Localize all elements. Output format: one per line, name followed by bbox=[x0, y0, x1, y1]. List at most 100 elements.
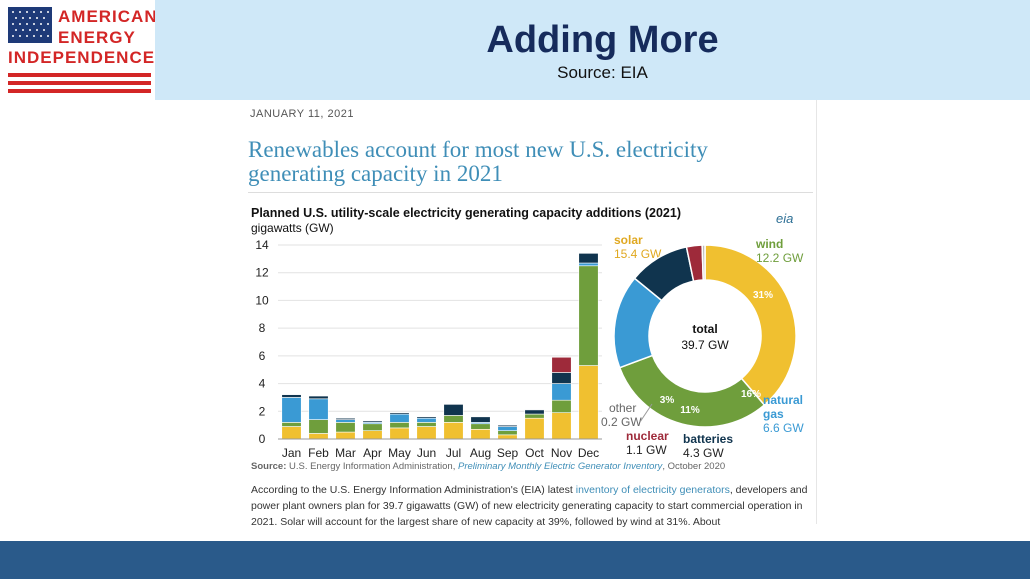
x-tick-label: Jul bbox=[446, 446, 461, 460]
brand-line-2: ENERGY bbox=[58, 28, 136, 47]
chart-y-axis-label: gigawatts (GW) bbox=[251, 221, 334, 235]
donut-category-label: gas bbox=[763, 407, 784, 421]
us-flag-icon bbox=[8, 7, 52, 43]
body-link[interactable]: inventory of electricity generators bbox=[575, 484, 730, 496]
bar-segment-batteries-may bbox=[389, 412, 410, 415]
donut-category-label: wind bbox=[755, 237, 783, 251]
bar-segment-solar-oct bbox=[524, 417, 545, 440]
bar-segment-batteries-nov bbox=[551, 372, 572, 384]
bar-segment-solar-jun bbox=[416, 426, 437, 440]
bar-segment-wind-nov bbox=[551, 399, 572, 413]
donut-value-label: 0.2 GW bbox=[601, 415, 642, 429]
donut-value-label: 4.3 GW bbox=[683, 446, 724, 460]
eia-logo-icon: eia bbox=[776, 211, 794, 226]
bar-segment-solar-feb bbox=[308, 433, 329, 440]
donut-category-label: other bbox=[609, 401, 636, 415]
bar-segment-batteries-mar bbox=[335, 417, 356, 420]
y-tick-label: 12 bbox=[255, 266, 269, 280]
source-label: Source: bbox=[251, 461, 287, 472]
slide-source: Source: EIA bbox=[557, 63, 648, 82]
donut-center-value: 39.7 GW bbox=[681, 338, 729, 352]
bar-segment-batteries-aug bbox=[470, 416, 491, 423]
bar-segment-wind-may bbox=[389, 422, 410, 429]
donut-pct-label: 11% bbox=[680, 405, 700, 416]
bar-segment-natural-gas-jun bbox=[416, 417, 437, 423]
article-card bbox=[233, 100, 817, 524]
donut-slice-solar bbox=[704, 244, 797, 407]
bar-segment-solar-jul bbox=[443, 422, 464, 440]
article-headline[interactable]: Renewables account for most new U.S. ele… bbox=[248, 137, 708, 186]
divider bbox=[248, 192, 813, 193]
bar-segment-natural-gas-feb bbox=[308, 398, 329, 420]
bar-segment-solar-mar bbox=[335, 431, 356, 440]
bar-segment-natural-gas-mar bbox=[335, 419, 356, 423]
x-tick-label: Oct bbox=[525, 446, 544, 460]
bar-segment-solar-may bbox=[389, 427, 410, 440]
bar-segment-wind-jun bbox=[416, 422, 437, 427]
bar-segment-batteries-jul bbox=[443, 404, 464, 416]
x-tick-label: Jun bbox=[417, 446, 436, 460]
slide-title: Adding More bbox=[486, 19, 719, 61]
y-tick-label: 10 bbox=[255, 293, 269, 307]
x-tick-label: Nov bbox=[551, 446, 572, 460]
bar-segment-nuclear-nov bbox=[551, 356, 572, 373]
bar-segment-batteries-feb bbox=[308, 395, 329, 400]
x-tick-label: May bbox=[388, 446, 411, 460]
body-text-part2: , developers and power plant owners plan… bbox=[251, 484, 808, 528]
brand-stripes bbox=[8, 73, 151, 93]
y-tick-label: 4 bbox=[259, 377, 266, 391]
bar-segment-wind-dec bbox=[578, 265, 599, 366]
bar-segment-wind-mar bbox=[335, 422, 356, 433]
chart-title: Planned U.S. utility-scale electricity g… bbox=[251, 206, 681, 220]
bar-segment-batteries-apr bbox=[362, 420, 383, 423]
x-tick-label: Aug bbox=[470, 446, 491, 460]
bar-segment-batteries-oct bbox=[524, 409, 545, 415]
bar-segment-batteries-jun bbox=[416, 416, 437, 419]
donut-slice-wind bbox=[618, 354, 766, 428]
bar-segment-solar-jan bbox=[281, 426, 302, 440]
bar-segment-wind-jan bbox=[281, 422, 302, 427]
bar-segment-wind-jul bbox=[443, 415, 464, 423]
donut-value-label: 1.1 GW bbox=[626, 443, 667, 457]
brand-line-3: INDEPENDENCE bbox=[8, 48, 156, 67]
header-band bbox=[155, 0, 1030, 100]
x-tick-label: Mar bbox=[335, 446, 356, 460]
donut-pct-label: 3% bbox=[660, 395, 675, 406]
footer-band bbox=[0, 541, 1030, 579]
article-date: JANUARY 11, 2021 bbox=[250, 108, 355, 120]
bar-segment-batteries-dec bbox=[578, 253, 599, 264]
y-tick-label: 14 bbox=[255, 238, 269, 252]
donut-value-label: 6.6 GW bbox=[763, 421, 804, 435]
bar-segment-wind-feb bbox=[308, 419, 329, 434]
donut-category-label: batteries bbox=[683, 432, 733, 446]
body-text-part1: According to the U.S. Energy Information… bbox=[251, 484, 573, 496]
x-tick-label: Dec bbox=[578, 446, 599, 460]
source-link[interactable]: Preliminary Monthly Electric Generator I… bbox=[457, 461, 663, 472]
article-body: According to the U.S. Energy Information… bbox=[251, 482, 811, 530]
bar-segment-batteries-sep bbox=[497, 424, 518, 427]
bar-segment-natural-gas-sep bbox=[497, 426, 518, 431]
bar-segment-wind-oct bbox=[524, 413, 545, 419]
y-tick-label: 2 bbox=[259, 404, 266, 418]
source-text: U.S. Energy Information Administration, bbox=[289, 461, 456, 472]
bar-segment-natural-gas-dec bbox=[578, 262, 599, 267]
bar-segment-natural-gas-nov bbox=[551, 383, 572, 401]
bar-segment-solar-dec bbox=[578, 365, 599, 440]
bar-segment-wind-sep bbox=[497, 430, 518, 436]
other-leader-line bbox=[639, 403, 653, 423]
donut-center-label: total bbox=[692, 322, 717, 336]
source-date: , October 2020 bbox=[662, 461, 726, 472]
bar-segment-solar-apr bbox=[362, 430, 383, 440]
x-tick-label: Feb bbox=[308, 446, 329, 460]
y-tick-label: 0 bbox=[259, 432, 266, 446]
donut-pct-label: 16% bbox=[741, 389, 761, 400]
bar-segment-wind-aug bbox=[470, 423, 491, 430]
donut-pct-label: 31% bbox=[753, 290, 773, 301]
x-tick-label: Sep bbox=[497, 446, 519, 460]
brand-logo: AMERICAN ENERGY INDEPENDENCE bbox=[0, 0, 160, 100]
bar-segment-natural-gas-may bbox=[389, 413, 410, 423]
x-tick-label: Apr bbox=[363, 446, 382, 460]
brand-line-1: AMERICAN bbox=[58, 7, 158, 26]
donut-value-label: 12.2 GW bbox=[756, 251, 804, 265]
